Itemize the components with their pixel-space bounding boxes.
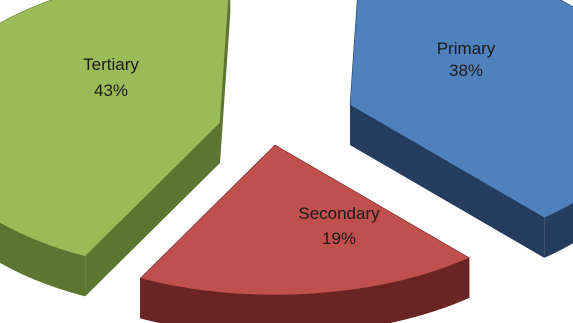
pie-slice [139, 144, 470, 323]
slice-value-label: 43% [94, 81, 128, 100]
slice-value-label: 19% [322, 229, 356, 248]
slice-value-label: 38% [449, 61, 483, 80]
slice-name-label: Primary [437, 39, 496, 58]
pie-slice-side [544, 203, 573, 258]
pie-slice [0, 0, 231, 297]
pie-slice-wall [85, 123, 220, 297]
slice-name-label: Secondary [298, 204, 380, 223]
pie-slice-wall [350, 105, 545, 258]
pie-slice-side [140, 257, 470, 323]
slice-name-label: Tertiary [83, 55, 139, 74]
pie-slice-top [0, 0, 229, 257]
pie-slice-top [139, 144, 470, 296]
pie-slice [349, 0, 573, 258]
pie-labels: Primary 38% Secondary 19% Tertiary 43% [83, 39, 496, 248]
pie-slice-top [349, 0, 573, 219]
pie-slice-side [0, 222, 86, 297]
pie-slice-wall [220, 0, 231, 163]
